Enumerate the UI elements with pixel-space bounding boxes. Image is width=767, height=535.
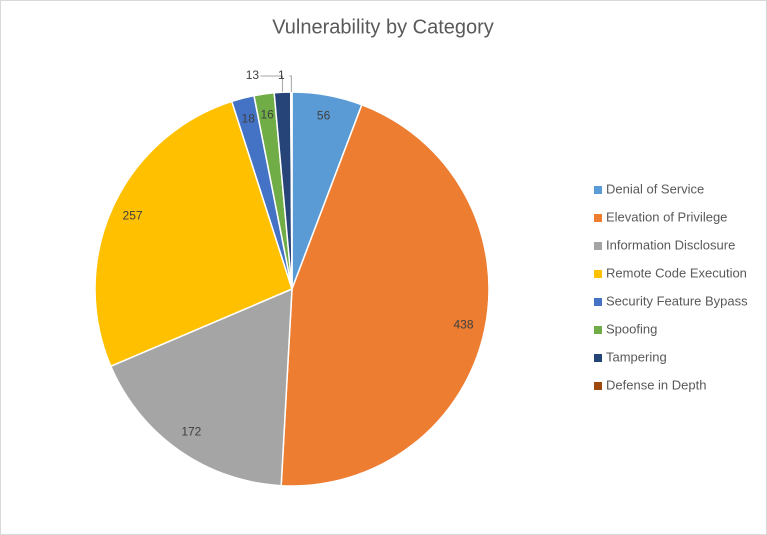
pie-slice (94, 100, 293, 368)
legend-label: Remote Code Execution (606, 265, 747, 280)
data-label: 257 (123, 208, 143, 222)
data-label: 16 (260, 108, 274, 122)
leader-line (260, 75, 283, 93)
leader-line (289, 75, 292, 93)
legend-swatch (594, 298, 602, 306)
legend-label: Tampering (606, 349, 667, 364)
legend-swatch (594, 214, 602, 222)
data-label: 172 (181, 425, 201, 439)
data-label: 1 (278, 68, 285, 82)
data-label: 56 (317, 109, 331, 123)
legend-label: Security Feature Bypass (606, 293, 748, 308)
pie-slice (280, 103, 490, 487)
legend-swatch (594, 326, 602, 334)
legend-label: Spoofing (606, 321, 657, 336)
data-label: 438 (454, 317, 474, 331)
legend-swatch (594, 382, 602, 390)
legend-swatch (594, 242, 602, 250)
legend-label: Elevation of Privilege (606, 209, 727, 224)
legend-label: Denial of Service (606, 181, 704, 196)
legend-label: Defense in Depth (606, 377, 706, 392)
legend-swatch (594, 354, 602, 362)
data-label: 13 (246, 68, 260, 82)
legend-swatch (594, 270, 602, 278)
legend-swatch (594, 186, 602, 194)
legend-label: Information Disclosure (606, 237, 735, 252)
data-label: 18 (242, 111, 256, 125)
pie-slice (109, 287, 293, 487)
chart-title: Vulnerability by Category (272, 16, 494, 38)
